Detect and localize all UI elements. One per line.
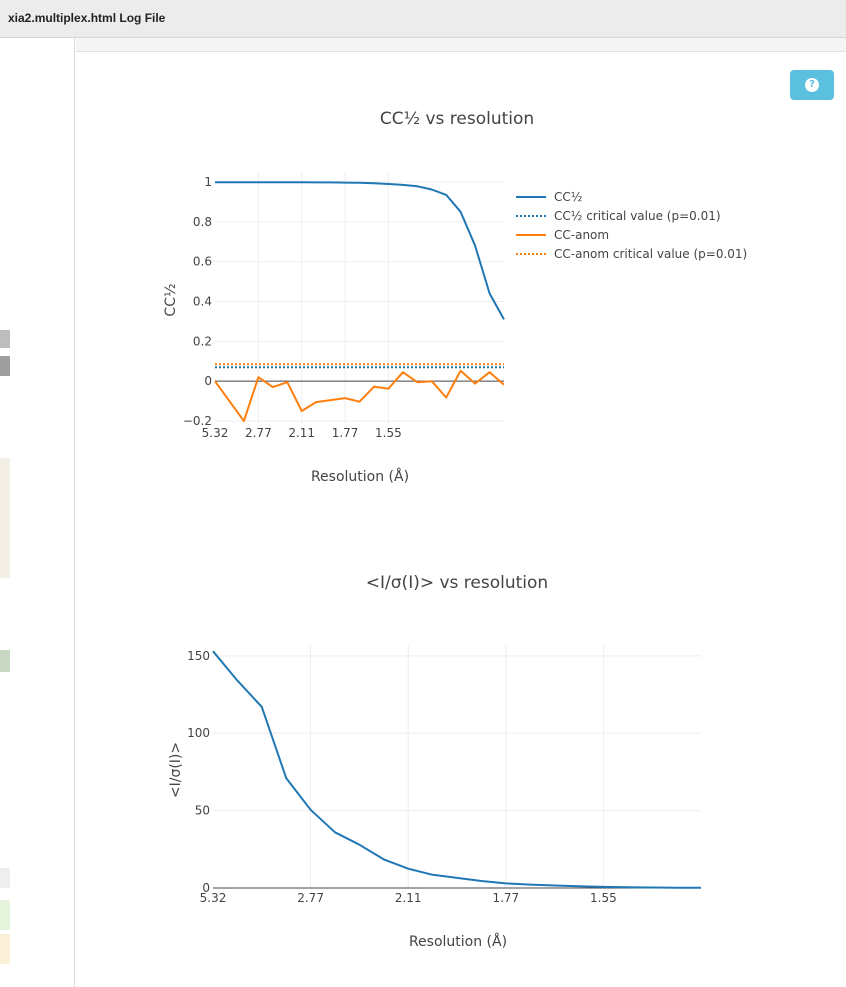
legend-entry: CC½ critical value (p=0.01) bbox=[554, 209, 721, 223]
x-axis-label: Resolution (Å) bbox=[311, 468, 409, 485]
x-tick-label: 5.32 bbox=[202, 426, 229, 440]
series-line bbox=[215, 181, 505, 320]
cc-half-chart: CC½ vs resolution 5.32 2.77 2.11 1.77 1.55 −0… bbox=[163, 109, 747, 485]
y-tick-label: 50 bbox=[195, 804, 210, 818]
y-tick-label: 0.8 bbox=[193, 215, 212, 229]
panel-fragment bbox=[0, 330, 10, 348]
y-tick-label: 150 bbox=[187, 649, 210, 663]
legend: CC½ CC½ critical value (p=0.01) CC-anom CC-… bbox=[516, 190, 747, 261]
legend-entry: CC½ bbox=[554, 190, 582, 204]
y-tick-label: 100 bbox=[187, 726, 210, 740]
y-tick-label: −0.2 bbox=[183, 414, 212, 428]
question-circle-icon: ? bbox=[805, 78, 819, 92]
x-tick-label: 2.77 bbox=[245, 426, 272, 440]
series-line bbox=[212, 650, 702, 889]
panel-fragment bbox=[0, 650, 10, 672]
y-axis-label: <I/σ(I)> bbox=[168, 742, 184, 798]
y-tick-label: 0.6 bbox=[193, 255, 212, 269]
left-panel-strip bbox=[0, 38, 75, 987]
x-tick-label: 5.32 bbox=[200, 891, 227, 905]
x-tick-label: 2.11 bbox=[288, 426, 315, 440]
x-tick-label: 2.11 bbox=[395, 891, 422, 905]
panel-fragment bbox=[0, 458, 10, 578]
panel-fragment bbox=[0, 934, 10, 964]
series-line bbox=[214, 369, 505, 422]
y-tick-label: 0 bbox=[202, 881, 210, 895]
panel-fragment bbox=[0, 868, 10, 888]
y-tick-label: 1 bbox=[204, 175, 212, 189]
y-tick-label: 0.2 bbox=[193, 334, 212, 348]
content-top-bar bbox=[76, 38, 846, 52]
legend-entry: CC-anom critical value (p=0.01) bbox=[554, 247, 747, 261]
window-title-bar: xia2.multiplex.html Log File bbox=[0, 0, 846, 38]
x-tick-label: 1.77 bbox=[492, 891, 519, 905]
chart-title: CC½ vs resolution bbox=[380, 109, 534, 129]
x-tick-label: 2.77 bbox=[297, 891, 324, 905]
i-sigma-chart: <I/σ(I)> vs resolution 5.32 2.77 2.11 1.77 1… bbox=[168, 573, 702, 950]
y-tick-label: 0.4 bbox=[193, 294, 212, 308]
chart-title: <I/σ(I)> vs resolution bbox=[366, 573, 548, 593]
x-tick-label: 1.55 bbox=[375, 426, 402, 440]
x-tick-label: 1.55 bbox=[590, 891, 617, 905]
help-button[interactable]: ? bbox=[790, 70, 834, 100]
legend-entry: CC-anom bbox=[554, 228, 609, 242]
panel-fragment bbox=[0, 356, 10, 376]
window-title: xia2.multiplex.html Log File bbox=[8, 11, 166, 25]
x-tick-label: 1.77 bbox=[332, 426, 359, 440]
x-axis-label: Resolution (Å) bbox=[409, 933, 507, 950]
panel-fragment bbox=[0, 900, 10, 930]
y-tick-label: 0 bbox=[204, 374, 212, 388]
y-axis-label: CC½ bbox=[163, 283, 179, 316]
